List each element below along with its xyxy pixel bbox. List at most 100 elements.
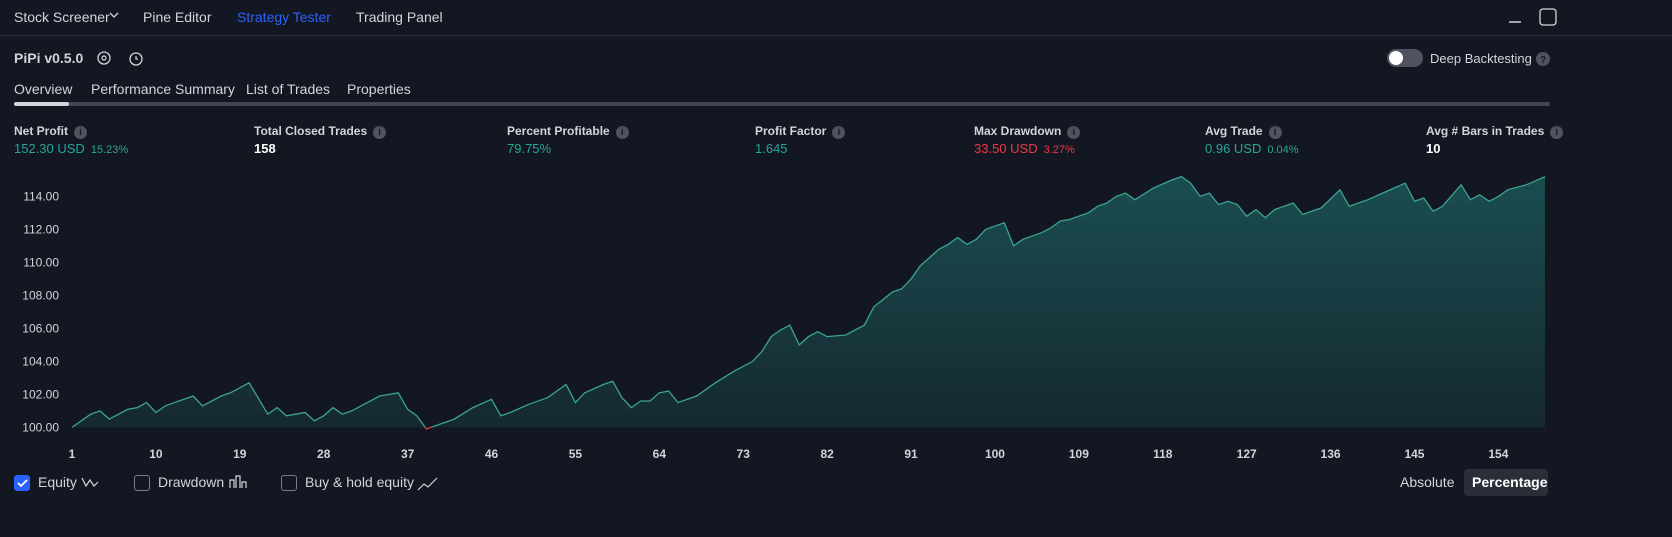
info-icon[interactable]: i (832, 126, 846, 139)
x-tick-label: 118 (1153, 447, 1173, 461)
metric-label-text: Avg Trade (1205, 124, 1263, 138)
metric-value: 158 (254, 141, 276, 156)
alert-icon[interactable] (129, 52, 143, 66)
x-tick-label: 100 (985, 447, 1005, 461)
help-icon-glyph: ? (1540, 55, 1546, 66)
tab[interactable]: Overview (14, 81, 73, 97)
x-tick-label: 109 (1069, 447, 1089, 461)
x-tick-label: 55 (569, 447, 583, 461)
legend-option-label: Drawdown (158, 474, 225, 490)
metric-label: Percent Profitable i (507, 124, 629, 139)
checkbox[interactable] (14, 475, 30, 491)
x-tick-label: 28 (317, 447, 331, 461)
x-tick-label: 82 (820, 447, 834, 461)
checkbox[interactable] (134, 475, 150, 491)
top-tab[interactable]: Stock Screener (14, 9, 110, 25)
metric-label-text: Percent Profitable (507, 124, 610, 138)
metric-label-text: Profit Factor (755, 124, 827, 138)
info-icon[interactable]: i (1268, 126, 1282, 139)
equity-line (71, 175, 1546, 428)
x-tick-label: 64 (653, 447, 667, 461)
maximize-icon[interactable] (1539, 8, 1557, 26)
mode-active-bg (1464, 469, 1548, 496)
metric-label: Profit Factor i (755, 124, 846, 139)
tab[interactable]: Properties (347, 81, 411, 97)
info-icon[interactable]: i (1067, 126, 1081, 139)
info-icon[interactable]: i (1550, 126, 1564, 139)
deep-backtesting-label: Deep Backtesting (1430, 51, 1532, 66)
x-tick-label: 37 (401, 447, 415, 461)
metric-value-text: 158 (254, 141, 276, 156)
metric-value: 1.645 (755, 141, 788, 156)
header-divider (0, 35, 1672, 36)
y-tick-label: 100.00 (22, 420, 59, 434)
equity-icon (81, 477, 99, 488)
checkbox[interactable] (281, 475, 297, 491)
metric-value: 152.30 USD 15.23% (14, 141, 128, 156)
y-tick-label: 112.00 (23, 222, 59, 236)
metric-label-text: Avg # Bars in Trades (1426, 124, 1545, 138)
tab-track (14, 102, 1550, 106)
toggle-knob (1389, 51, 1403, 65)
metric-label-text: Net Profit (14, 124, 68, 138)
mode-button[interactable]: Absolute (1400, 474, 1455, 490)
mode-button[interactable]: Percentage (1472, 474, 1548, 490)
y-tick-label: 102.00 (22, 387, 59, 401)
info-icon[interactable]: i (74, 126, 87, 139)
legend-option-label: Equity (38, 474, 77, 490)
legend-option[interactable]: Buy & hold equity (281, 474, 414, 491)
metric-value: 0.96 USD 0.04% (1205, 141, 1299, 156)
metric-percent: 15.23% (90, 144, 129, 156)
y-tick-label: 104.00 (22, 354, 59, 368)
metric-value-text: 152.30 USD (14, 141, 85, 156)
tab[interactable]: List of Trades (246, 81, 331, 97)
x-tick-label: 91 (904, 447, 918, 461)
x-tick-label: 145 (1404, 447, 1424, 461)
top-tab[interactable]: Trading Panel (356, 9, 443, 25)
buyhold-icon (417, 477, 438, 491)
metric-value-text: 33.50 USD (974, 141, 1038, 156)
metric-value: 33.50 USD 3.27% (974, 141, 1075, 156)
metric-value: 10 (1426, 141, 1440, 156)
metric-value-text: 10 (1426, 141, 1441, 156)
alert-icon-hands (135, 56, 138, 60)
metric-label: Total Closed Trades i (254, 124, 387, 139)
y-tick-label: 108.00 (22, 288, 59, 302)
y-tick-label: 114.00 (23, 189, 59, 203)
metric-label: Net Profit i (14, 124, 87, 139)
legend-option[interactable]: Drawdown (134, 474, 224, 491)
x-tick-label: 127 (1237, 447, 1257, 461)
checkmark (17, 479, 28, 488)
info-icon[interactable]: i (615, 126, 629, 139)
legend-option[interactable]: Equity (14, 474, 77, 491)
metric-percent: 0.04% (1267, 144, 1299, 156)
top-tab[interactable]: Strategy Tester (237, 9, 331, 25)
tab[interactable]: Performance Summary (91, 81, 235, 97)
metric-value-text: 0.96 USD (1205, 141, 1262, 156)
metric-percent: 3.27% (1043, 144, 1075, 156)
equity-area (72, 176, 1545, 428)
drawdown-icon (229, 475, 247, 488)
metric-label-text: Total Closed Trades (254, 124, 368, 138)
metric-label: Avg # Bars in Trades i (1426, 124, 1564, 139)
x-tick-label: 46 (485, 447, 499, 461)
strategy-name: PiPi v0.5.0 (14, 50, 84, 66)
help-icon[interactable] (1536, 52, 1550, 66)
x-tick-label: 73 (737, 447, 751, 461)
top-tab[interactable]: Pine Editor (143, 9, 212, 25)
x-tick-label: 1 (69, 447, 76, 461)
x-tick-label: 154 (1488, 447, 1508, 461)
metric-value-text: 1.645 (755, 141, 788, 156)
metric-label: Max Drawdown i (974, 124, 1081, 139)
tab-indicator (14, 102, 69, 106)
metric-label-text: Max Drawdown (974, 124, 1062, 138)
metric-value: 79.75% (507, 141, 551, 156)
info-icon[interactable]: i (373, 126, 387, 139)
x-tick-label: 10 (149, 447, 163, 461)
settings-icon[interactable] (97, 51, 111, 65)
y-tick-label: 106.00 (22, 321, 59, 335)
dropdown-arrow[interactable] (109, 12, 119, 18)
x-tick-label: 19 (233, 447, 247, 461)
